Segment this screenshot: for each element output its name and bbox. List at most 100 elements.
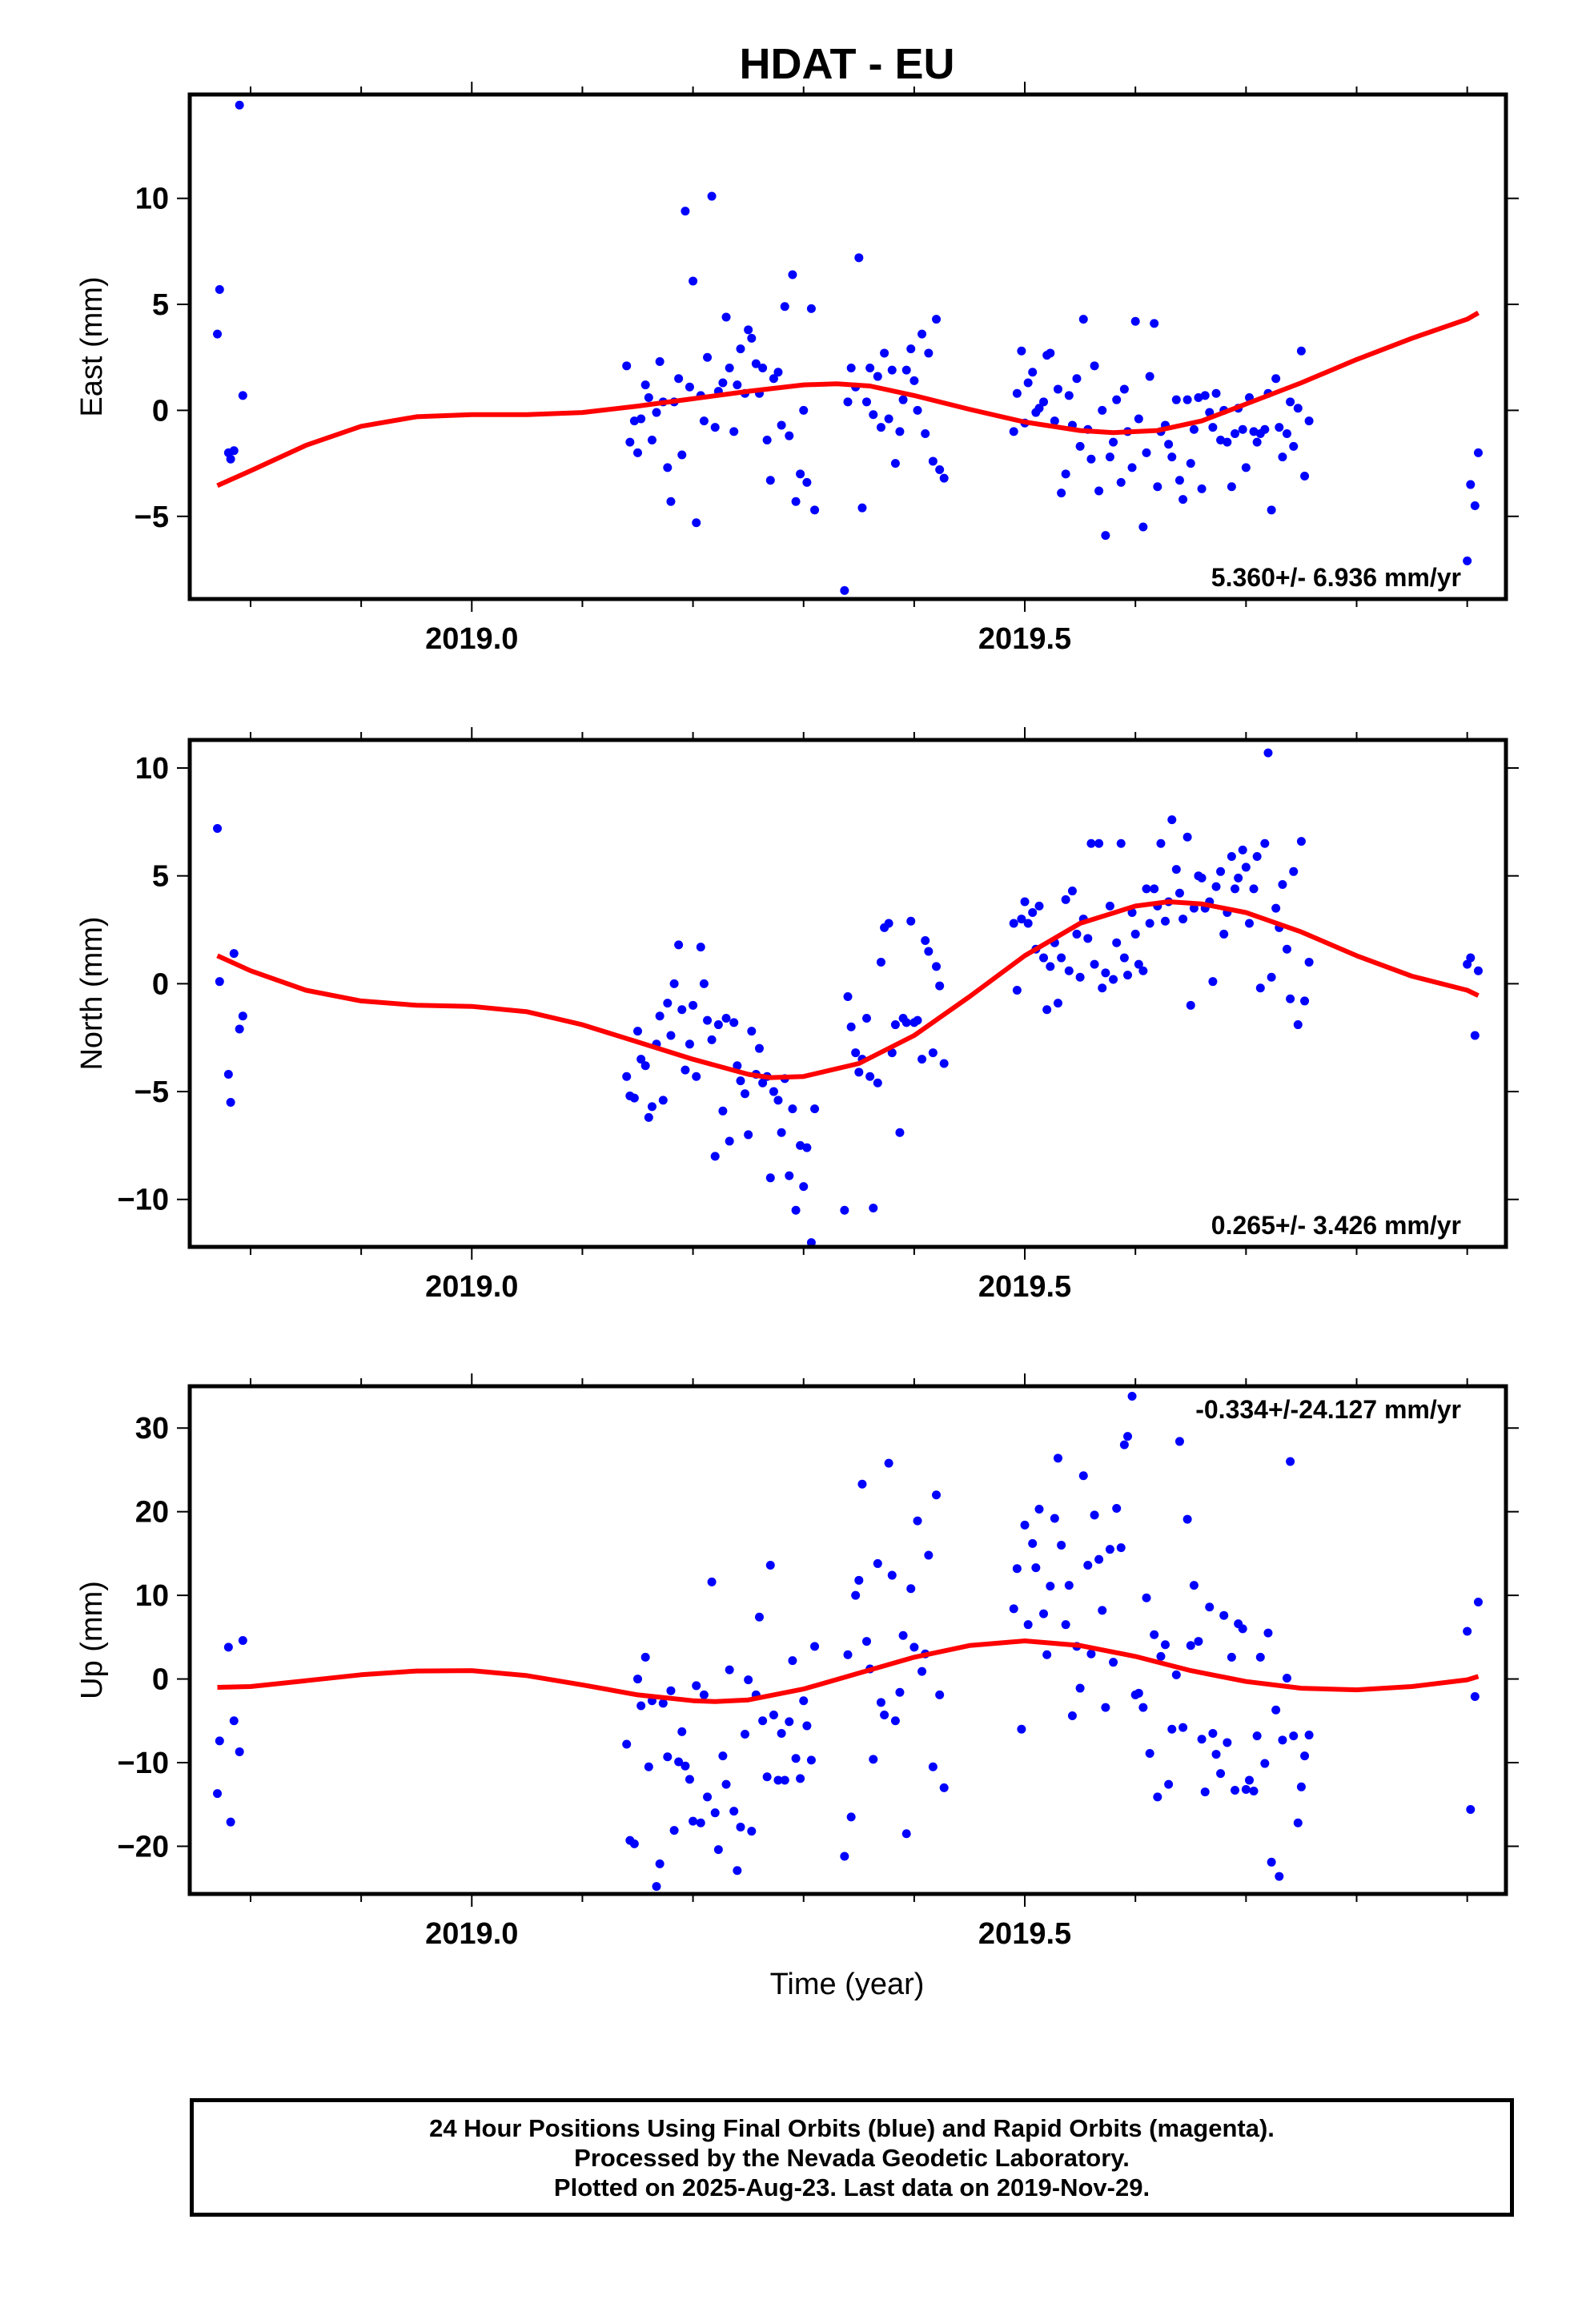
north-data-point [906, 916, 916, 926]
east-data-point [846, 363, 856, 372]
north-points [213, 748, 1483, 1247]
north-data-point [629, 1093, 639, 1103]
up-data-point [223, 1642, 233, 1652]
north-data-point [1278, 879, 1287, 889]
up-data-point [777, 1728, 786, 1738]
east-data-point [762, 435, 772, 444]
up-data-point [840, 1852, 849, 1861]
up-data-point [1182, 1514, 1192, 1524]
north-data-point [1105, 901, 1114, 911]
north-data-point [921, 936, 930, 946]
up-data-point [1098, 1606, 1107, 1615]
north-data-point [1145, 919, 1154, 928]
east-data-point [1223, 437, 1232, 447]
up-data-point [1278, 1735, 1287, 1745]
east-data-point [1150, 319, 1159, 328]
up-data-point [1164, 1779, 1174, 1789]
east-data-point [644, 393, 653, 403]
east-data-point [1094, 486, 1104, 496]
up-fit-line [217, 1638, 1480, 1704]
north-data-point [851, 1048, 861, 1058]
east-data-point [235, 100, 244, 110]
east-data-point [939, 473, 949, 483]
north-data-point [689, 1000, 698, 1010]
east-data-point [917, 329, 927, 339]
up-data-point [685, 1775, 694, 1784]
up-data-point [1123, 1432, 1133, 1441]
up-data-point [1042, 1650, 1052, 1659]
up-data-point [640, 1652, 650, 1662]
north-data-point [1034, 901, 1044, 911]
east-y-tick-label: −5 [135, 501, 169, 534]
up-x-tick-label: 2019.0 [425, 1917, 518, 1951]
up-x-tick-label: 2019.5 [978, 1917, 1071, 1951]
east-fit-line [216, 310, 1480, 489]
east-data-point [1078, 315, 1088, 324]
north-data-point [1171, 865, 1181, 875]
north-data-point [765, 1173, 775, 1183]
up-data-point [1200, 1787, 1210, 1797]
east-data-point [1075, 441, 1085, 451]
east-data-point [1061, 469, 1070, 479]
north-data-point [736, 1076, 745, 1086]
up-data-point [1134, 1688, 1143, 1698]
east-data-point [906, 344, 916, 354]
east-data-point [1112, 395, 1122, 404]
east-data-point [725, 363, 734, 372]
up-data-point [1061, 1620, 1070, 1630]
up-y-axis-label: Up (mm) [75, 1581, 109, 1699]
up-data-point [788, 1656, 797, 1666]
up-data-point [677, 1727, 687, 1736]
up-data-point [718, 1751, 728, 1761]
east-data-point [1174, 476, 1184, 485]
east-data-point [1171, 395, 1181, 404]
east-data-point [736, 344, 745, 354]
north-data-point [1028, 907, 1038, 917]
east-data-point [1046, 348, 1055, 358]
up-data-point [802, 1721, 812, 1731]
east-x-tick-label: 2019.5 [978, 622, 1071, 656]
north-x-tick-label: 2019.5 [978, 1270, 1071, 1304]
east-y-tick-label: 5 [152, 288, 169, 322]
north-data-point [235, 1024, 244, 1034]
up-data-point [1252, 1731, 1262, 1741]
east-data-point [1463, 556, 1472, 565]
north-data-point [669, 979, 679, 988]
east-data-point [865, 363, 875, 372]
north-data-point [873, 1078, 882, 1088]
east-data-point [636, 414, 646, 424]
east-data-point [1009, 427, 1018, 436]
up-data-point [1116, 1543, 1126, 1553]
north-plot-frame [187, 738, 1508, 1249]
east-data-point [876, 423, 885, 432]
north-data-point [1083, 934, 1093, 943]
north-data-point [799, 1182, 809, 1192]
up-data-point [909, 1642, 919, 1652]
north-data-point [666, 1031, 676, 1040]
north-data-point [785, 1171, 794, 1180]
east-data-point [1134, 414, 1143, 424]
east-rate-label: 5.360+/- 6.936 mm/yr [1211, 563, 1461, 592]
up-data-point [880, 1710, 889, 1719]
up-data-point [917, 1667, 927, 1676]
east-data-point [1282, 429, 1291, 439]
north-data-point [1130, 929, 1140, 939]
north-data-point [213, 823, 223, 833]
east-points [213, 100, 1483, 595]
up-y-tick-label: −10 [118, 1747, 169, 1780]
north-data-point [846, 1022, 856, 1031]
east-data-point [773, 368, 783, 377]
north-data-point [1009, 919, 1018, 928]
north-data-point [1263, 748, 1273, 758]
east-data-point [213, 329, 223, 339]
up-data-point [1109, 1658, 1118, 1667]
north-data-point [1255, 983, 1265, 993]
up-data-point [696, 1818, 705, 1827]
up-data-point [1473, 1597, 1483, 1606]
up-data-point [780, 1775, 789, 1785]
up-data-point [229, 1716, 239, 1726]
north-data-point [939, 1059, 949, 1068]
north-data-point [1271, 903, 1281, 913]
up-data-point [1127, 1392, 1137, 1401]
north-data-point [901, 1018, 911, 1027]
